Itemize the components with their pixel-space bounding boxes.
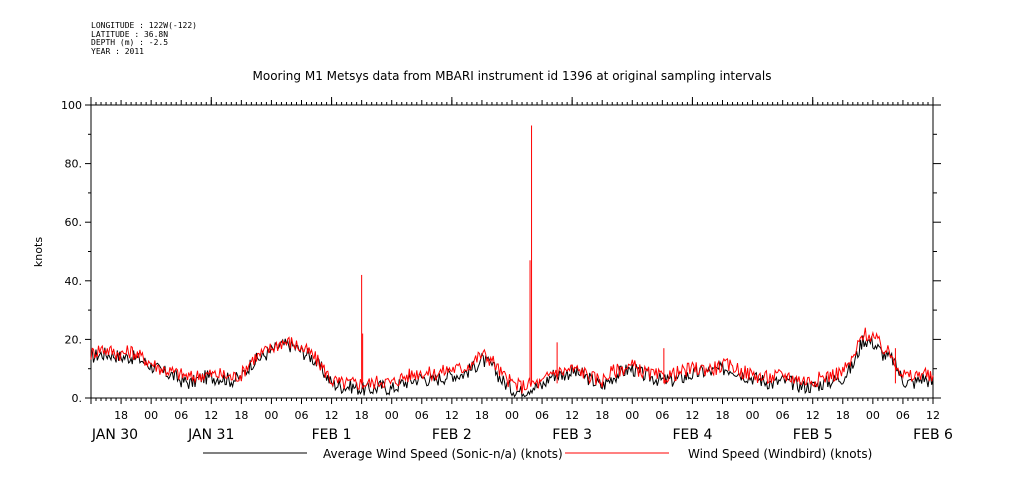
x-tick-label: 12 — [445, 409, 459, 422]
x-day-label: JAN 31 — [187, 427, 234, 443]
chart-title: Mooring M1 Metsys data from MBARI instru… — [253, 69, 772, 83]
x-tick-label: 18 — [234, 409, 248, 422]
x-tick-label: 00 — [746, 409, 760, 422]
x-tick-label: 06 — [174, 409, 188, 422]
x-tick-label: 18 — [716, 409, 730, 422]
x-tick-label: 18 — [355, 409, 369, 422]
y-axis-label: knots — [32, 237, 45, 267]
x-tick-label: 12 — [565, 409, 579, 422]
y-tick-label: 0. — [72, 392, 83, 405]
x-tick-label: 00 — [625, 409, 639, 422]
x-day-label: FEB 2 — [432, 427, 472, 443]
x-tick-label: 06 — [896, 409, 910, 422]
year-text: YEAR : 2011 — [91, 46, 144, 56]
legend-label-windbird: Wind Speed (Windbird) (knots) — [688, 447, 872, 461]
x-tick-label: 00 — [264, 409, 278, 422]
y-tick-label: 40. — [65, 275, 83, 288]
x-day-label: FEB 1 — [312, 427, 352, 443]
x-tick-label: 00 — [385, 409, 399, 422]
x-tick-label: 18 — [475, 409, 489, 422]
x-tick-label: 12 — [926, 409, 940, 422]
x-tick-label: 18 — [114, 409, 128, 422]
plot-frame — [90, 104, 934, 399]
x-day-label: JAN 30 — [91, 427, 138, 443]
y-tick-label: 80. — [65, 158, 83, 171]
longitude-text: LONGITUDE : 122W(-122) — [91, 21, 197, 30]
legend-label-sonic: Average Wind Speed (Sonic-n/a) (knots) — [323, 447, 563, 461]
x-tick-label: 06 — [295, 409, 309, 422]
x-tick-label: 12 — [685, 409, 699, 422]
x-tick-label: 00 — [144, 409, 158, 422]
x-tick-label: 00 — [505, 409, 519, 422]
x-tick-label: 06 — [655, 409, 669, 422]
x-tick-label: 00 — [866, 409, 880, 422]
y-tick-label: 100 — [61, 99, 82, 112]
metadata-block: LONGITUDE : 122W(-122) LATITUDE : 36.8N … — [91, 21, 197, 56]
x-day-label: FEB 3 — [552, 427, 592, 443]
x-tick-label: 12 — [806, 409, 820, 422]
x-tick-label: 06 — [415, 409, 429, 422]
x-day-label: FEB 4 — [672, 427, 712, 443]
latitude-text: LATITUDE : 36.8N — [91, 29, 169, 39]
x-tick-label: 12 — [204, 409, 218, 422]
x-day-label: FEB 6 — [913, 427, 953, 443]
series-line-windbird — [90, 327, 934, 394]
x-tick-label: 12 — [325, 409, 339, 422]
x-tick-label: 18 — [595, 409, 609, 422]
series-line-sonic — [90, 335, 934, 399]
x-tick-label: 06 — [535, 409, 549, 422]
x-tick-label: 18 — [836, 409, 850, 422]
y-tick-label: 60. — [65, 216, 83, 229]
x-tick-label: 06 — [776, 409, 790, 422]
y-tick-label: 20. — [65, 333, 83, 346]
x-day-label: FEB 5 — [793, 427, 833, 443]
depth-text: DEPTH (m) : -2.5 — [91, 38, 169, 47]
